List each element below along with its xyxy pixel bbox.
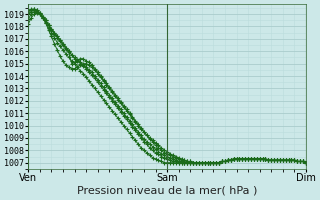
X-axis label: Pression niveau de la mer( hPa ): Pression niveau de la mer( hPa ) — [77, 186, 257, 196]
